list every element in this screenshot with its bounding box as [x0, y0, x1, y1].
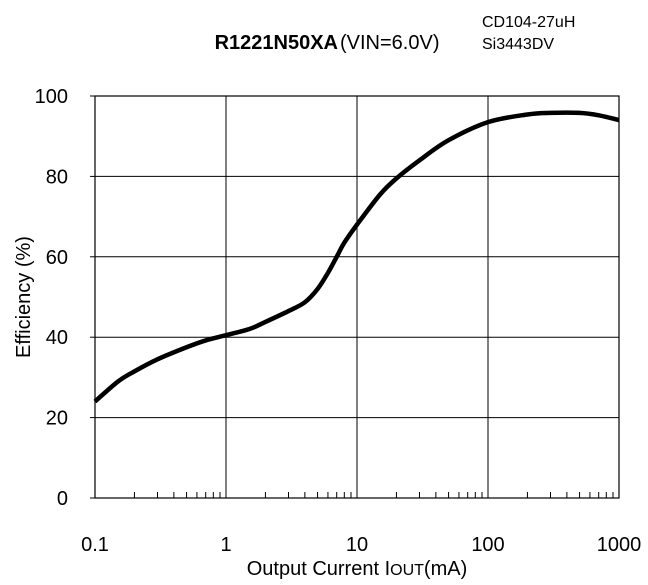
x-tick-labels: 0.1 1 10 100 1000: [81, 534, 641, 556]
x-tick-label: 0.1: [81, 534, 109, 556]
x-minor-ticks: [90, 95, 614, 499]
grid-lines: [94, 95, 620, 499]
x-axis-title-prefix: Output Current I: [247, 558, 390, 580]
x-axis-title: Output Current IOUT(mA): [247, 558, 468, 580]
y-tick-label: 0: [57, 488, 68, 510]
x-tick-label: 1000: [597, 534, 642, 556]
y-tick-label: 100: [35, 86, 68, 108]
y-tick-label: 20: [46, 408, 68, 430]
plot-frame: [94, 95, 620, 499]
component-annotation-inductor: CD104-27uH: [482, 14, 575, 31]
x-tick-label: 100: [471, 534, 504, 556]
x-axis-title-suffix: (mA): [424, 558, 467, 580]
y-axis-title: Efficiency (%): [13, 236, 35, 358]
series-layer: [93, 110, 620, 404]
x-axis-title-subscript: OUT: [390, 562, 424, 579]
y-tick-label: 80: [46, 166, 68, 188]
chart-title-condition: (VIN=6.0V): [340, 32, 439, 54]
chart-title-part: R1221N50XA: [215, 32, 338, 54]
component-annotation-mosfet: Si3443DV: [482, 36, 554, 53]
y-tick-label: 60: [46, 247, 68, 269]
x-tick-label: 10: [346, 534, 368, 556]
efficiency-curve: [93, 110, 620, 404]
y-tick-label: 40: [46, 327, 68, 349]
x-tick-label: 1: [220, 534, 231, 556]
y-tick-labels: 0 20 40 60 80 100: [35, 86, 68, 510]
